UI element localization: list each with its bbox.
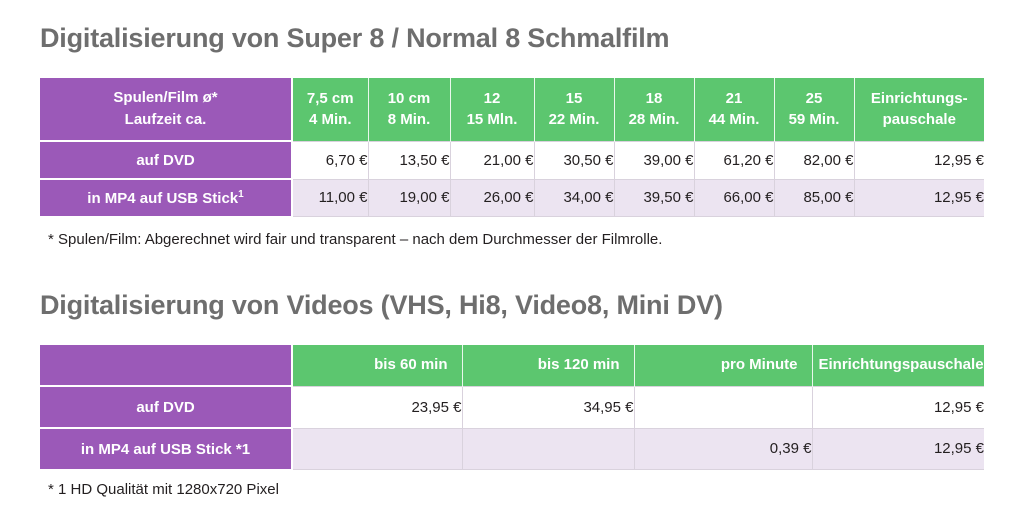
header-col-1-line1: 7,5 cm [306,89,354,107]
header-cell-col-2: 10 cm 8 Min. [368,78,451,141]
row-label-dvd: auf DVD [40,385,293,428]
cell-dvd-setup-fee: 12,95 € [854,140,984,180]
cell-usb-setup-fee: 12,95 € [812,427,984,470]
header-cell-col-4: 15 22 Min. [534,78,615,141]
cell-usb-3: 26,00 € [450,178,535,217]
cell-usb-bis-120-min [462,427,635,470]
row-label-usb-text: in MP4 auf USB Stick *1 [80,440,251,458]
header-col-7-line1: 25 [805,89,823,107]
table-header-row: bis 60 min bis 120 min pro Minute Einric… [40,345,984,386]
cell-dvd-4: 30,50 € [534,140,615,180]
cell-usb-bis-60-min [292,427,463,470]
page-title-schmalfilm: Digitalisierung von Super 8 / Normal 8 S… [40,23,670,53]
header-cell-setup-fee: Einrichtungs- pauschale [854,78,984,141]
cell-usb-4: 34,00 € [534,178,615,217]
cell-dvd-6: 61,20 € [694,140,775,180]
cell-dvd-1: 6,70 € [292,140,369,180]
cell-dvd-7: 82,00 € [774,140,855,180]
table-row: auf DVD 6,70 € 13,50 € 21,00 € 30,50 € 3… [40,140,984,180]
price-table-video: bis 60 min bis 120 min pro Minute Einric… [40,345,984,470]
cell-dvd-setup-fee: 12,95 € [812,385,984,429]
cell-usb-7: 85,00 € [774,178,855,217]
header-col-7-line2: 59 Min. [788,111,840,129]
cell-dvd-5: 39,00 € [614,140,695,180]
cell-dvd-bis-60-min: 23,95 € [292,385,463,429]
row-label-dvd-text: auf DVD [136,151,195,169]
header-setup-fee-line2: pauschale [882,111,956,129]
row-label-usb: in MP4 auf USB Stick *1 [40,427,293,469]
header-col-3-line2: 15 Mln. [466,111,518,129]
row-label-usb-text: in MP4 auf USB Stick [87,189,239,207]
header-cell-col-1: 7,5 cm 4 Min. [292,78,369,141]
cell-dvd-2: 13,50 € [368,140,451,180]
cell-usb-1: 11,00 € [292,178,369,217]
cell-usb-setup-fee: 12,95 € [854,178,984,217]
header-cell-col-3: 12 15 Mln. [450,78,535,141]
header-cell-col-6: 21 44 Min. [694,78,775,141]
header-col-1-line2: 4 Min. [308,111,352,129]
header-col-4-line1: 15 [565,89,583,107]
header-col-3-line1: 12 [483,89,501,107]
header-col-5-line2: 28 Min. [628,111,680,129]
price-table-schmalfilm: Spulen/Film ø* Laufzeit ca. 7,5 cm 4 Min… [40,78,984,217]
header-cell-setup-fee: Einrichtungspauschale [812,345,984,386]
header-cell-row-label: Spulen/Film ø* Laufzeit ca. [40,78,293,141]
table-row: in MP4 auf USB Stick1 11,00 € 19,00 € 26… [40,178,984,217]
cell-dvd-pro-minute [634,385,813,429]
page-title-video: Digitalisierung von Videos (VHS, Hi8, Vi… [40,290,723,320]
row-label-usb: in MP4 auf USB Stick1 [40,178,293,216]
header-label-line2: Laufzeit ca. [124,111,207,128]
header-col-6-line2: 44 Min. [708,111,760,129]
header-col-2-line2: 8 Min. [387,111,431,129]
cell-dvd-bis-120-min: 34,95 € [462,385,635,429]
footnote-video: * 1 HD Qualität mit 1280x720 Pixel [48,481,279,498]
cell-usb-2: 19,00 € [368,178,451,217]
table-row: in MP4 auf USB Stick *1 0,39 € 12,95 € [40,427,984,470]
header-col-4-line2: 22 Min. [548,111,600,129]
row-label-dvd: auf DVD [40,140,293,179]
row-label-dvd-text: auf DVD [136,398,195,416]
header-setup-fee-line1: Einrichtungs- [870,89,968,107]
table-row: auf DVD 23,95 € 34,95 € 12,95 € [40,385,984,429]
header-cell-col-7: 25 59 Min. [774,78,855,141]
header-col-5-line1: 18 [645,89,663,107]
table-header-row: Spulen/Film ø* Laufzeit ca. 7,5 cm 4 Min… [40,78,984,141]
header-col-2-line1: 10 cm [387,89,431,107]
row-label-usb-superscript: 1 [238,188,244,200]
header-cell-bis-60-min: bis 60 min [292,345,463,386]
header-col-6-line1: 21 [725,89,743,107]
cell-dvd-3: 21,00 € [450,140,535,180]
header-cell-bis-120-min: bis 120 min [462,345,635,386]
footnote-schmalfilm: * Spulen/Film: Abgerechnet wird fair und… [48,231,663,248]
header-cell-pro-minute: pro Minute [634,345,813,386]
header-cell-col-5: 18 28 Min. [614,78,695,141]
header-cell-row-label [40,345,293,386]
cell-usb-5: 39,50 € [614,178,695,217]
cell-usb-6: 66,00 € [694,178,775,217]
cell-usb-pro-minute: 0,39 € [634,427,813,470]
header-label-line1: Spulen/Film ø* [113,89,218,107]
